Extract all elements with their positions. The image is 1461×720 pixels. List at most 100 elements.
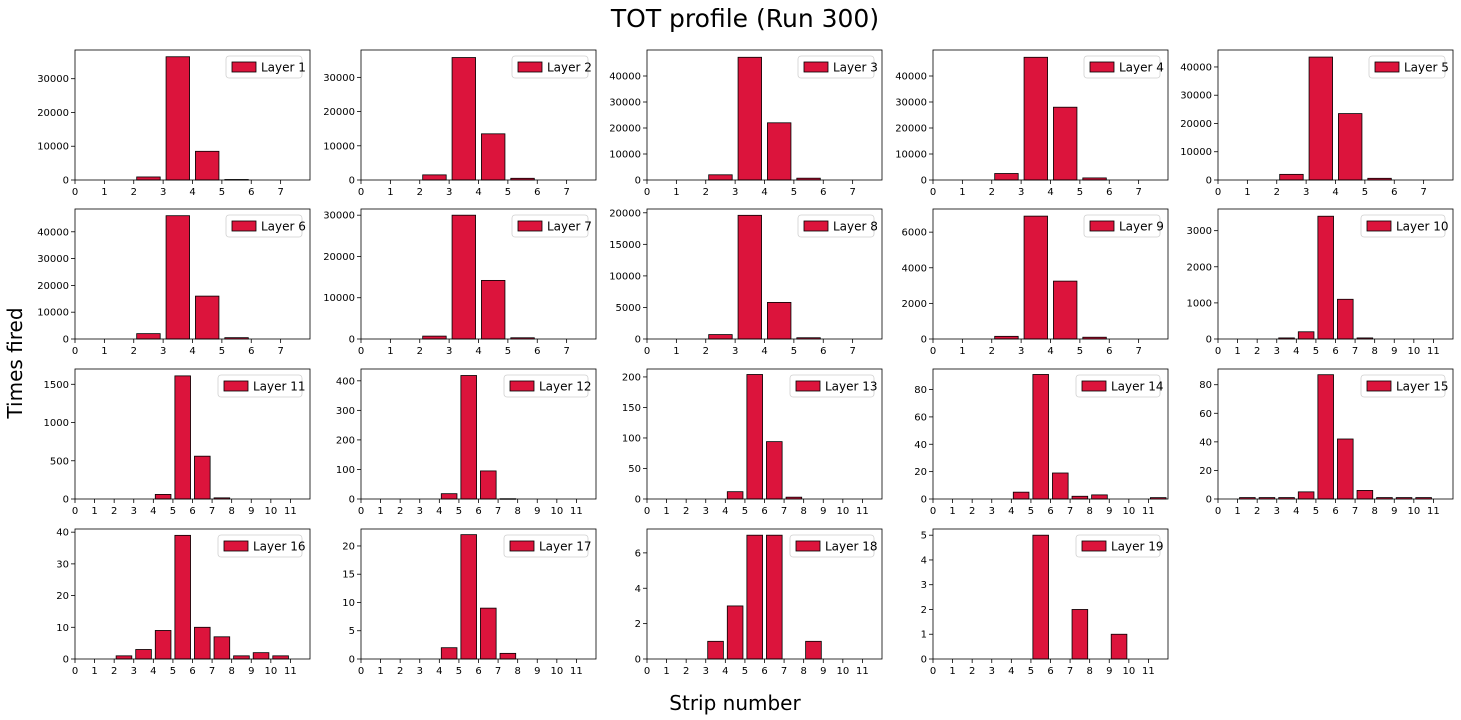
- legend-box: [503, 374, 589, 398]
- y-tick-label: 0: [921, 495, 927, 506]
- x-tick-label: 10: [264, 666, 277, 677]
- legend-box: [789, 534, 875, 558]
- x-tick-label: 6: [189, 506, 195, 517]
- y-tick-label: 2: [635, 619, 641, 630]
- legend: Layer 12: [503, 374, 592, 398]
- y-tick-label: 40: [56, 528, 69, 539]
- legend-swatch: [1089, 220, 1115, 232]
- bar: [422, 335, 447, 340]
- bar: [708, 174, 733, 181]
- x-tick-label: 7: [277, 346, 283, 357]
- x-tick-label: 2: [683, 666, 689, 677]
- x-tick-label: 5: [456, 666, 462, 677]
- x-tick-label: 0: [930, 346, 936, 357]
- x-tick-label: 7: [1067, 666, 1073, 677]
- y-tick-label: 20000: [609, 124, 641, 135]
- legend-box: [1075, 534, 1161, 558]
- x-tick-label: 1: [1234, 346, 1240, 357]
- x-tick-label: 5: [1077, 187, 1083, 198]
- y-tick-label: 200: [336, 435, 355, 446]
- subplot-panel: 0 10000 20000 30000 0 1 2 3 4 5 6 7 Layer 7: [323, 208, 597, 357]
- legend-label: Layer 16: [253, 540, 306, 554]
- y-tick-label: 15000: [609, 240, 641, 251]
- legend-label: Layer 8: [833, 220, 878, 234]
- bar: [1279, 173, 1304, 181]
- legend: Layer 19: [1075, 534, 1164, 558]
- x-tick-label: 6: [1047, 506, 1053, 517]
- y-tick-label: 20: [1199, 466, 1212, 477]
- x-tick-label: 6: [1391, 187, 1397, 198]
- y-tick-label: 5: [349, 626, 355, 637]
- y-tick-label: 100: [622, 433, 641, 444]
- legend-swatch: [231, 220, 257, 232]
- y-tick-label: 300: [336, 406, 355, 417]
- legend-label: Layer 10: [1396, 220, 1449, 234]
- subplot-panel: 0 10000 20000 30000 40000 0 1 2 3 4 5 6 7 Layer 4: [895, 49, 1169, 198]
- y-tick-label: 4: [921, 555, 927, 566]
- x-tick-label: 3: [732, 346, 738, 357]
- bar: [1071, 609, 1089, 660]
- x-tick-label: 6: [1332, 346, 1338, 357]
- bar: [1337, 438, 1354, 500]
- subplot-panel: 0 1 2 3 4 5 0 1 2 3 4 5 6 7 8 9 10 11 Layer 19: [921, 528, 1169, 677]
- x-tick-label: 2: [397, 506, 403, 517]
- y-tick-label: 10000: [37, 308, 69, 319]
- x-tick-label: 6: [534, 187, 540, 198]
- legend-label: Layer 7: [547, 220, 592, 234]
- subplot-panel: 0 2 4 6 0 1 2 3 4 5 6 7 8 9 10 11 Layer 18: [635, 528, 883, 677]
- x-tick-label: 2: [969, 666, 975, 677]
- bar: [1317, 215, 1334, 340]
- legend-swatch: [223, 540, 249, 552]
- y-tick-label: 0: [635, 176, 641, 187]
- y-tick-label: 10000: [323, 293, 355, 304]
- legend-swatch: [509, 380, 535, 392]
- subplot-panel: 0 10000 20000 30000 40000 0 1 2 3 4 5 6 7 Layer 3: [609, 49, 883, 198]
- legend-label: Layer 2: [547, 61, 592, 75]
- legend-label: Layer 19: [1111, 540, 1164, 554]
- x-tick-label: 7: [1352, 346, 1358, 357]
- x-tick-label: 1: [387, 346, 393, 357]
- bar: [422, 174, 447, 181]
- x-tick-label: 0: [644, 346, 650, 357]
- y-tick-label: 4000: [902, 263, 927, 274]
- x-tick-label: 0: [930, 187, 936, 198]
- x-tick-label: 8: [1371, 346, 1377, 357]
- x-tick-label: 2: [989, 187, 995, 198]
- x-tick-label: 8: [514, 506, 520, 517]
- bar: [1032, 534, 1049, 660]
- y-tick-label: 0: [635, 495, 641, 506]
- bar: [499, 652, 517, 660]
- x-tick-label: 4: [1332, 187, 1338, 198]
- x-tick-label: 6: [475, 506, 481, 517]
- x-tick-label: 7: [563, 346, 569, 357]
- x-tick-label: 5: [742, 666, 748, 677]
- x-tick-label: 9: [820, 666, 826, 677]
- x-tick-label: 3: [417, 666, 423, 677]
- x-tick-label: 9: [248, 666, 254, 677]
- subplot-panel: 0 10000 20000 30000 0 1 2 3 4 5 6 7 Layer 1: [37, 49, 311, 198]
- x-tick-label: 6: [1106, 187, 1112, 198]
- x-tick-label: 11: [856, 666, 869, 677]
- bar: [213, 636, 231, 660]
- x-tick-label: 3: [989, 506, 995, 517]
- legend: Layer 13: [789, 374, 878, 398]
- legend-swatch: [1081, 380, 1107, 392]
- x-tick-label: 1: [387, 187, 393, 198]
- bar: [1297, 331, 1315, 340]
- legend: Layer 7: [511, 214, 592, 238]
- x-tick-label: 2: [131, 187, 137, 198]
- y-tick-label: 5000: [616, 303, 641, 314]
- y-tick-label: 4: [635, 584, 641, 595]
- y-tick-label: 2: [921, 605, 927, 616]
- x-tick-label: 1: [949, 666, 955, 677]
- legend-swatch: [795, 540, 821, 552]
- y-tick-label: 1: [921, 630, 927, 641]
- y-tick-label: 0: [921, 335, 927, 346]
- x-tick-label: 7: [209, 666, 215, 677]
- legend: Layer 9: [1083, 214, 1164, 238]
- bar: [1091, 494, 1108, 500]
- x-tick-label: 10: [1122, 506, 1135, 517]
- y-tick-label: 40000: [609, 72, 641, 83]
- x-tick-label: 5: [1313, 346, 1319, 357]
- bar: [1338, 113, 1363, 181]
